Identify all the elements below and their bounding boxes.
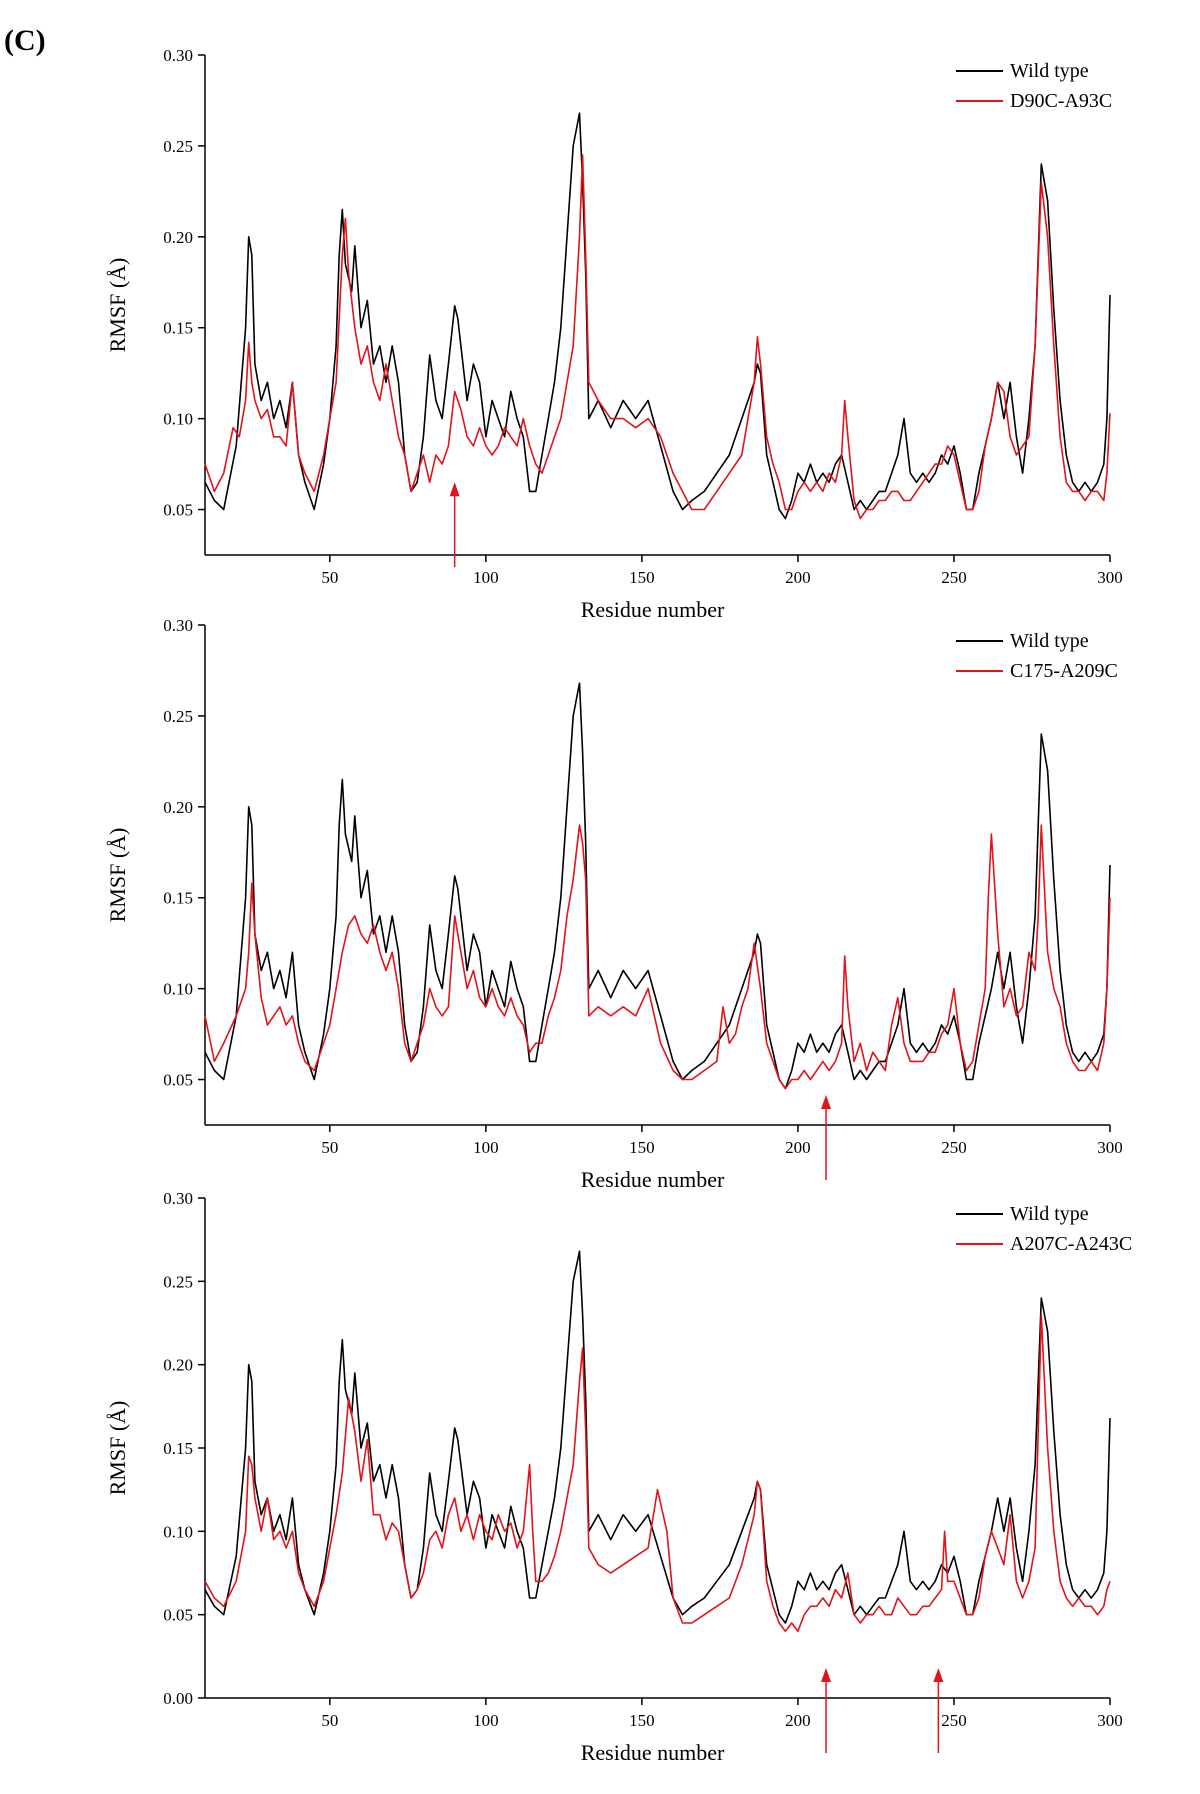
x-tick-label: 250 xyxy=(941,1711,967,1730)
series-line-wild-type xyxy=(204,682,1111,1090)
y-tick-label: 0.05 xyxy=(163,1071,193,1090)
y-tick-label: 0.15 xyxy=(163,889,193,908)
legend-label: A207C-A243C xyxy=(1010,1233,1132,1255)
y-tick-label: 0.20 xyxy=(163,798,193,817)
x-tick-label: 300 xyxy=(1097,1711,1123,1730)
y-tick-label: 0.05 xyxy=(163,1606,193,1625)
series-line-mutant xyxy=(204,1313,1111,1633)
y-tick-label: 0.10 xyxy=(163,1522,193,1541)
y-tick-label: 0.00 xyxy=(163,1689,193,1708)
x-tick-label: 50 xyxy=(321,1138,338,1157)
x-tick-label: 300 xyxy=(1097,1138,1123,1157)
x-tick-label: 150 xyxy=(629,1138,655,1157)
y-tick-label: 0.20 xyxy=(163,228,193,247)
series-line-mutant xyxy=(204,154,1111,520)
y-tick-label: 0.10 xyxy=(163,410,193,429)
x-tick-label: 100 xyxy=(473,1711,499,1730)
series-line-wild-type xyxy=(204,1250,1111,1624)
annotation-arrow xyxy=(821,1668,832,1753)
y-axis-title: RMSF (Å) xyxy=(105,1401,130,1496)
x-tick-label: 200 xyxy=(785,1711,811,1730)
annotation-arrow xyxy=(821,1095,832,1180)
y-tick-label: 0.15 xyxy=(163,1439,193,1458)
legend-label: Wild type xyxy=(1010,60,1089,82)
x-tick-label: 100 xyxy=(473,568,499,587)
y-tick-label: 0.30 xyxy=(163,1189,193,1208)
y-tick-label: 0.25 xyxy=(163,707,193,726)
x-tick-label: 200 xyxy=(785,568,811,587)
x-tick-label: 50 xyxy=(321,1711,338,1730)
chart-c175-a209c: 50 100 150 200 250 300 0.05 0.10 0.15 0.20 0.25 0.3… xyxy=(105,616,1123,1192)
x-tick-label: 150 xyxy=(629,568,655,587)
x-tick-label: 200 xyxy=(785,1138,811,1157)
legend-label: Wild type xyxy=(1010,630,1089,652)
x-tick-label: 150 xyxy=(629,1711,655,1730)
y-tick-label: 0.10 xyxy=(163,980,193,999)
legend-label: D90C-A93C xyxy=(1010,90,1112,112)
x-axis-title: Residue number xyxy=(581,1740,725,1765)
y-tick-label: 0.05 xyxy=(163,501,193,520)
x-axis-title: Residue number xyxy=(581,1167,725,1192)
legend-label: Wild type xyxy=(1010,1203,1089,1225)
y-tick-label: 0.25 xyxy=(163,137,193,156)
legend-label: C175-A209C xyxy=(1010,660,1118,682)
chart-a207c-a243c: 50 100 150 200 250 300 0.00 0.05 0.10 0.15 0.20 0.2… xyxy=(105,1189,1132,1765)
annotation-arrow xyxy=(933,1668,944,1753)
y-tick-label: 0.30 xyxy=(163,46,193,65)
chart-d90c-a93c: 50 100 150 200 250 300 0.05 0.10 0.15 0.20 0.25 0.3… xyxy=(105,46,1123,622)
x-tick-label: 250 xyxy=(941,568,967,587)
x-axis-title: Residue number xyxy=(581,597,725,622)
x-tick-label: 250 xyxy=(941,1138,967,1157)
panel-label: (C) xyxy=(4,24,46,57)
y-tick-label: 0.30 xyxy=(163,616,193,635)
series-line-mutant xyxy=(204,824,1111,1090)
y-tick-label: 0.15 xyxy=(163,319,193,338)
y-axis-title: RMSF (Å) xyxy=(105,828,130,923)
y-tick-label: 0.20 xyxy=(163,1356,193,1375)
x-tick-label: 100 xyxy=(473,1138,499,1157)
y-tick-label: 0.25 xyxy=(163,1272,193,1291)
x-tick-label: 50 xyxy=(321,568,338,587)
annotation-arrow xyxy=(449,482,460,567)
series-line-wild-type xyxy=(204,112,1111,520)
y-axis-title: RMSF (Å) xyxy=(105,258,130,353)
x-tick-label: 300 xyxy=(1097,568,1123,587)
